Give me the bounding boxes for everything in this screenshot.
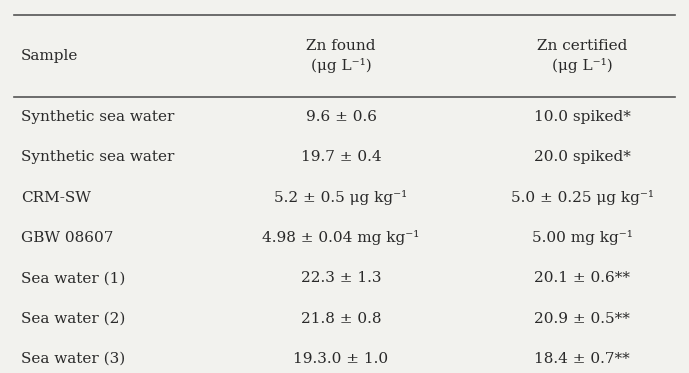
Text: CRM-SW: CRM-SW [21, 191, 90, 205]
Text: 20.9 ± 0.5**: 20.9 ± 0.5** [534, 311, 630, 326]
Text: Synthetic sea water: Synthetic sea water [21, 150, 174, 164]
Text: Zn certified
(μg L⁻¹): Zn certified (μg L⁻¹) [537, 39, 628, 73]
Text: 10.0 spiked*: 10.0 spiked* [534, 110, 630, 124]
Text: 22.3 ± 1.3: 22.3 ± 1.3 [301, 271, 381, 285]
Text: 9.6 ± 0.6: 9.6 ± 0.6 [305, 110, 377, 124]
Text: 18.4 ± 0.7**: 18.4 ± 0.7** [535, 352, 630, 366]
Text: 5.2 ± 0.5 μg kg⁻¹: 5.2 ± 0.5 μg kg⁻¹ [274, 190, 408, 205]
Text: 5.00 mg kg⁻¹: 5.00 mg kg⁻¹ [532, 231, 633, 245]
Text: Zn found
(μg L⁻¹): Zn found (μg L⁻¹) [307, 39, 376, 73]
Text: Sea water (1): Sea water (1) [21, 271, 125, 285]
Text: Sea water (3): Sea water (3) [21, 352, 125, 366]
Text: 20.1 ± 0.6**: 20.1 ± 0.6** [534, 271, 630, 285]
Text: 19.7 ± 0.4: 19.7 ± 0.4 [300, 150, 382, 164]
Text: 21.8 ± 0.8: 21.8 ± 0.8 [301, 311, 381, 326]
Text: Synthetic sea water: Synthetic sea water [21, 110, 174, 124]
Text: 4.98 ± 0.04 mg kg⁻¹: 4.98 ± 0.04 mg kg⁻¹ [263, 231, 420, 245]
Text: 5.0 ± 0.25 μg kg⁻¹: 5.0 ± 0.25 μg kg⁻¹ [511, 190, 654, 205]
Text: 20.0 spiked*: 20.0 spiked* [534, 150, 630, 164]
Text: Sea water (2): Sea water (2) [21, 311, 125, 326]
Text: GBW 08607: GBW 08607 [21, 231, 113, 245]
Text: Sample: Sample [21, 49, 78, 63]
Text: 19.3.0 ± 1.0: 19.3.0 ± 1.0 [294, 352, 389, 366]
